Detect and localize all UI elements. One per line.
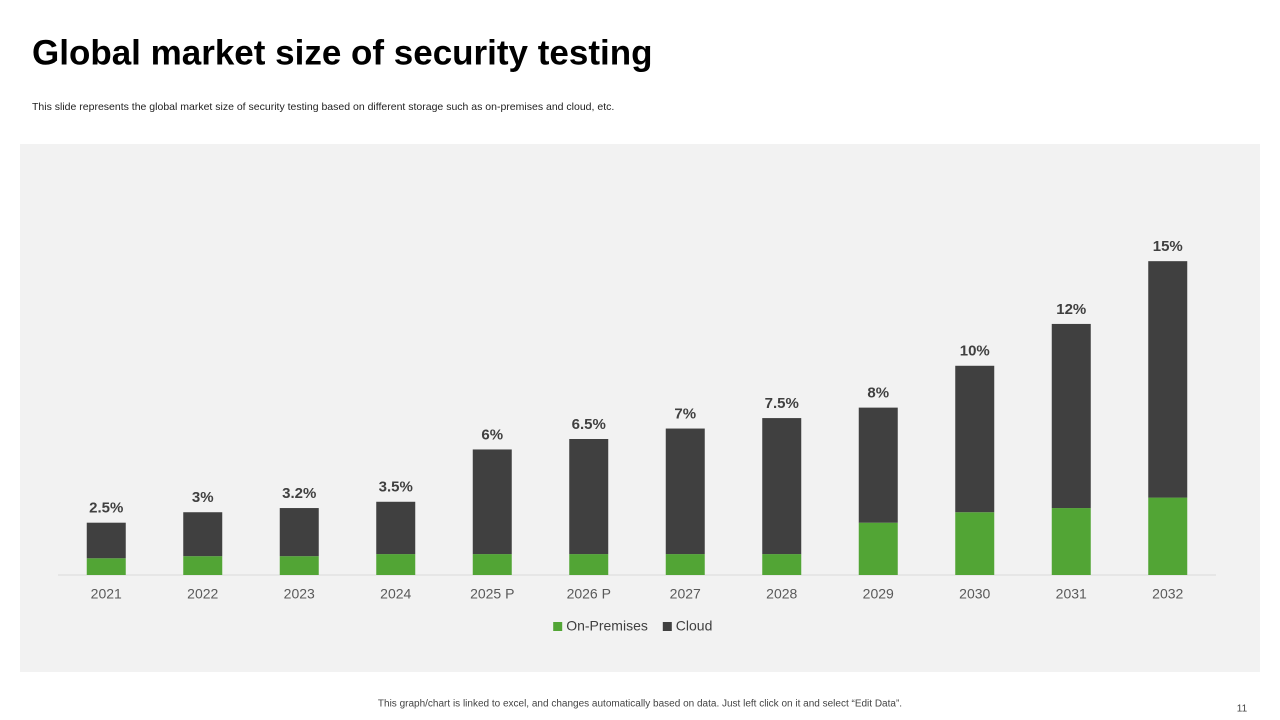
bar-segment [376, 501, 416, 555]
bar-segment [1148, 261, 1188, 498]
page-number: 11 [1237, 704, 1248, 715]
legend-swatch [553, 622, 563, 631]
bar-segment [183, 556, 223, 575]
x-tick-label: 2029 [863, 586, 894, 602]
total-label: 15% [1153, 238, 1183, 255]
x-tick-label: 2025 P [470, 586, 514, 602]
total-label: 2.5% [89, 500, 123, 517]
bar-segment [955, 512, 995, 575]
bar-segment [665, 428, 705, 555]
total-label: 8% [867, 385, 889, 402]
bar-segment [569, 439, 609, 555]
bar-segment [472, 554, 512, 575]
bar-segment [665, 554, 705, 575]
x-tick-label: 2032 [1152, 586, 1183, 602]
bar-segment [955, 365, 995, 513]
x-tick-label: 2030 [959, 586, 990, 602]
total-label: 3% [192, 489, 214, 506]
bar-segment [1148, 497, 1188, 575]
legend-label: Cloud [676, 618, 713, 634]
total-label: 3.5% [379, 479, 413, 496]
bar-segment [1051, 508, 1091, 575]
total-label: 3.2% [282, 485, 316, 502]
total-label: 6.5% [572, 416, 606, 433]
total-label: 12% [1056, 301, 1086, 318]
x-tick-label: 2021 [91, 586, 122, 602]
bar-segment [762, 554, 802, 575]
legend-label: On-Premises [566, 618, 648, 634]
bar-segment [183, 512, 223, 557]
slide-title: Global market size of security testing [32, 33, 652, 72]
bar-segment [858, 407, 898, 523]
total-label: 7% [674, 406, 696, 423]
x-tick-label: 2026 P [567, 586, 611, 602]
bar-segment [762, 418, 802, 555]
x-tick-label: 2024 [380, 586, 411, 602]
bar-segment [569, 554, 609, 575]
x-tick-label: 2023 [284, 586, 315, 602]
bar-segment [279, 556, 319, 575]
x-tick-label: 2031 [1056, 586, 1087, 602]
x-tick-label: 2028 [766, 586, 797, 602]
bar-segment [858, 522, 898, 575]
bar-segment [86, 522, 126, 559]
bar-segment [376, 554, 416, 575]
x-tick-label: 2027 [670, 586, 701, 602]
legend-swatch [662, 622, 672, 631]
bar-segment [86, 558, 126, 575]
footer-note: This graph/chart is linked to excel, and… [378, 699, 902, 710]
bar-segment [279, 508, 319, 557]
slide-subtitle: This slide represents the global market … [32, 101, 614, 113]
bar-segment [472, 449, 512, 555]
total-label: 10% [960, 343, 990, 360]
total-label: 6% [481, 426, 503, 443]
x-tick-label: 2022 [187, 586, 218, 602]
total-label: 7.5% [765, 395, 799, 412]
bar-segment [1051, 323, 1091, 509]
